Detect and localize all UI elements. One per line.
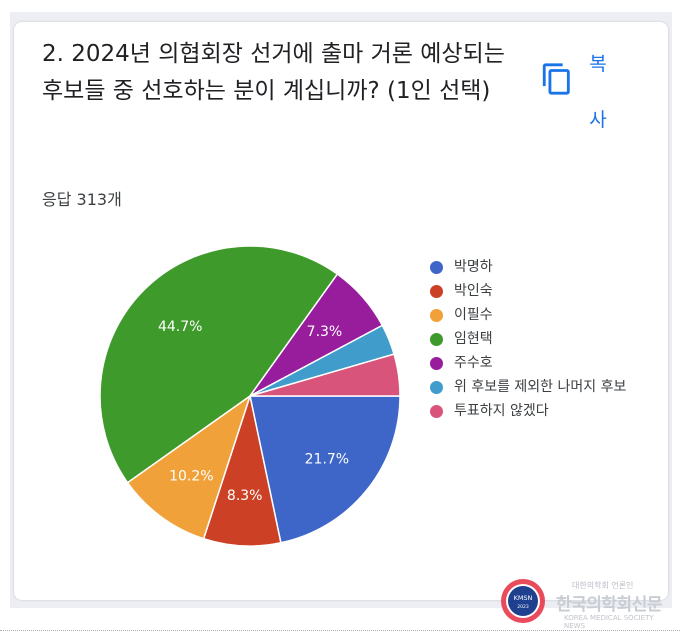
pie-slice-3 (99, 245, 339, 484)
pie-chart: 21.7% 8.3% 10.2% 44.7% 7.3% (99, 245, 401, 547)
legend-label-1: 박인숙 (454, 283, 493, 299)
legend-item-4: 주수호 (430, 354, 640, 373)
legend-swatch-0 (430, 261, 443, 274)
pie-data-label-3: 44.7% (158, 319, 202, 335)
publisher-watermark: KMSN 2023 대한의학회 언론인 한국의학회신문 KOREA MEDICA… (500, 576, 672, 630)
legend-swatch-4 (430, 357, 443, 370)
legend-swatch-3 (430, 333, 443, 346)
pie-data-label-2: 10.2% (169, 469, 213, 485)
question-title: 2. 2024년 의협회장 선거에 출마 거론 예상되는 후보들 중 선호하는 … (42, 41, 505, 104)
legend-swatch-6 (430, 405, 443, 418)
legend-item-1: 박인숙 (430, 282, 640, 301)
legend-item-6: 투표하지 않겠다 (430, 402, 640, 421)
legend-item-2: 이필수 (430, 306, 640, 325)
copy-icon[interactable] (540, 62, 574, 96)
watermark-title: 한국의학회신문 (556, 595, 662, 615)
pie-slice-6 (249, 353, 401, 397)
seal-text: KMSN (514, 594, 533, 602)
pie-data-label-0: 21.7% (305, 451, 349, 467)
legend-item-3: 임현택 (430, 330, 640, 349)
pie-slice-2 (126, 394, 252, 540)
watermark-small-text: 대한의학회 언론인 (572, 581, 634, 590)
kmsn-seal-logo: KMSN 2023 (501, 579, 545, 623)
pie-data-label-4: 7.3% (307, 324, 343, 340)
legend-label-6: 투표하지 않겠다 (454, 403, 549, 419)
copy-button[interactable]: 복사 (589, 53, 607, 131)
legend-label-4: 주수호 (454, 355, 493, 371)
watermark-english: KOREA MEDICAL SOCIETY NEWS (564, 614, 654, 630)
response-count: 응답 313개 (42, 190, 122, 209)
bottom-divider (0, 630, 680, 631)
pie-data-label-1: 8.3% (227, 488, 263, 504)
legend-label-3: 임현택 (454, 331, 493, 347)
legend-swatch-2 (430, 309, 443, 322)
legend-swatch-1 (430, 285, 443, 298)
legend-item-0: 박명하 (430, 258, 640, 277)
legend-item-5: 위 후보를 제외한 나머지 후보 (430, 378, 640, 397)
legend-label-0: 박명하 (454, 259, 493, 275)
pie-slice-0 (249, 395, 401, 544)
legend-label-2: 이필수 (454, 307, 493, 323)
legend-label-5: 위 후보를 제외한 나머지 후보 (454, 379, 627, 395)
legend-swatch-5 (430, 381, 443, 394)
seal-year: 2023 (517, 604, 529, 610)
